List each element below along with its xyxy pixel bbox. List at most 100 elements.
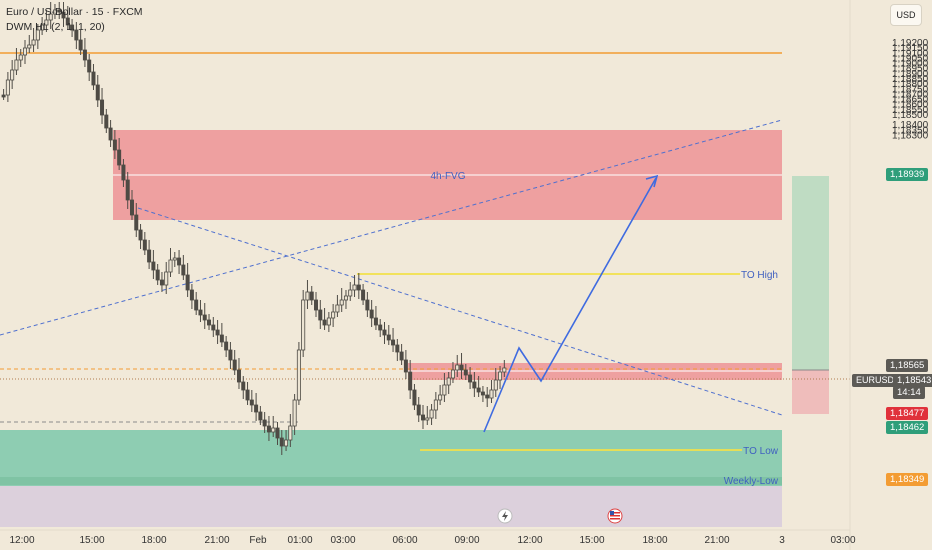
projection-arrowhead	[645, 174, 659, 188]
candle-body	[309, 291, 314, 301]
candle-body	[442, 384, 447, 396]
fvg-label: 4h-FVG	[430, 171, 465, 182]
candle-body	[305, 291, 310, 301]
target-price-tag: 1,18939	[886, 168, 929, 181]
candle-body	[301, 299, 306, 351]
price-tick-label: 1,18800	[892, 79, 929, 90]
stop-price-tag: 1,18477	[886, 407, 929, 420]
candle-body	[429, 409, 434, 419]
price-tick-label: 1,18950	[892, 64, 929, 75]
time-tick-label: 12:00	[9, 535, 34, 546]
time-tick-label: 21:00	[204, 535, 229, 546]
candle-body	[335, 304, 340, 313]
candle-body	[78, 39, 83, 51]
candle-body	[224, 341, 229, 351]
countdown-tag: 14:14	[893, 386, 925, 399]
price-tick-label: 1,19200	[892, 38, 929, 49]
candle-body	[403, 359, 408, 373]
candle-body	[232, 359, 237, 371]
candle-body	[91, 71, 96, 86]
candle-body	[391, 339, 396, 346]
candle-body	[421, 414, 426, 421]
candle-body	[502, 367, 507, 373]
price-tick-label: 1,18750	[892, 84, 929, 95]
candle-body	[318, 309, 323, 321]
candle-body	[450, 369, 455, 379]
candle-body	[433, 399, 438, 411]
weekly-low-label: Weekly-Low	[724, 476, 779, 487]
entry-price-tag: 1,18462	[886, 421, 929, 434]
candle-body	[373, 317, 378, 326]
candle-body	[108, 127, 113, 141]
candle-body	[177, 257, 182, 266]
candle-body	[399, 351, 404, 361]
candle-body	[164, 271, 169, 286]
time-tick-label: 06:00	[392, 535, 417, 546]
flash-event-icon[interactable]	[497, 508, 513, 524]
candle-body	[57, 9, 62, 13]
candle-body	[142, 239, 147, 251]
candle-body	[134, 214, 139, 231]
candle-body	[476, 387, 481, 393]
candle-body	[266, 425, 271, 433]
candle-body	[463, 369, 468, 376]
us-flag-event-icon[interactable]	[607, 508, 623, 524]
candle-body	[151, 261, 156, 271]
candle-body	[194, 299, 199, 311]
candle-body	[361, 289, 366, 301]
candle-body	[331, 311, 336, 319]
stop-box	[792, 370, 829, 414]
price-tick-label: 1,18500	[892, 110, 929, 121]
candle-body	[129, 199, 134, 216]
candle-body	[356, 284, 361, 291]
candle-body	[52, 9, 57, 15]
candle-body	[147, 249, 152, 263]
candle-body	[459, 364, 464, 371]
candle-body	[249, 399, 254, 406]
projection-path	[483, 177, 657, 433]
candle-body	[181, 264, 186, 276]
candle-body	[284, 439, 289, 447]
candle-body	[48, 13, 53, 21]
price-tick-label: 1,19100	[892, 48, 929, 59]
candle-body	[425, 417, 430, 421]
to-low-label: TO Low	[743, 446, 779, 457]
time-axis: 12:00 15:00 18:00 21:00 Feb 01:00 03:00 06:00 09…	[9, 535, 855, 546]
candle-body	[138, 229, 143, 241]
time-tick-label: 09:00	[454, 535, 479, 546]
candle-body	[40, 24, 45, 31]
time-tick-label: 01:00	[287, 535, 312, 546]
candle-body	[31, 39, 36, 46]
currency-button[interactable]: USD	[890, 4, 922, 26]
candle-body	[322, 319, 327, 326]
price-tick-label: 1,18850	[892, 74, 929, 85]
candle-body	[245, 389, 250, 401]
to-high-label: TO High	[741, 270, 778, 281]
time-tick-label: Feb	[249, 535, 267, 546]
candle-body	[493, 379, 498, 391]
candle-body	[65, 17, 70, 26]
candle-body	[189, 289, 194, 301]
candle-body	[326, 317, 331, 326]
candle-body	[14, 59, 19, 71]
candle-body	[241, 381, 246, 391]
candle-body	[211, 324, 216, 331]
candle-body	[185, 274, 190, 291]
candle-body	[480, 391, 485, 396]
indicator-title: DWM HL (2, 1, 1, 20)	[6, 21, 105, 33]
target-box	[792, 176, 829, 370]
candle-body	[438, 394, 443, 401]
candle-body	[378, 324, 383, 331]
candle-body	[382, 329, 387, 336]
falling-trend-line	[137, 207, 783, 416]
candle-body	[262, 419, 267, 427]
candle-body	[5, 79, 10, 96]
symbol-title: Euro / US-Dollar · 15 · FXCM	[6, 6, 143, 18]
candle-body	[27, 44, 32, 49]
candle-body	[207, 319, 212, 326]
time-tick-label: 03:00	[830, 535, 855, 546]
candle-body	[159, 279, 164, 286]
candle-body	[485, 394, 490, 399]
candle-body	[314, 299, 319, 311]
